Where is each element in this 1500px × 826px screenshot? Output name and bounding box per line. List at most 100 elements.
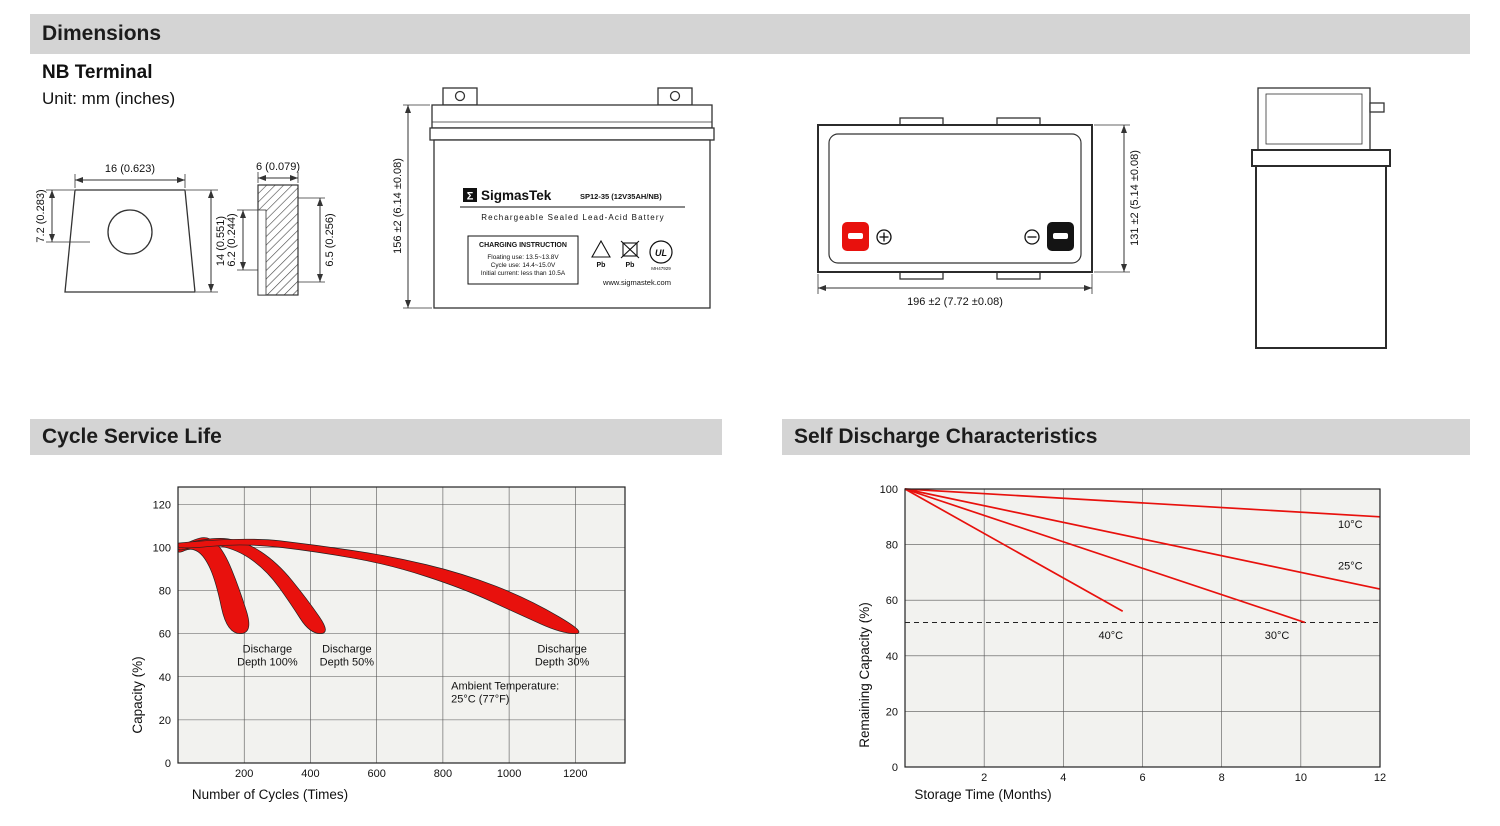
section-header-self-discharge: Self Discharge Characteristics: [782, 419, 1470, 455]
terminal-hole: [454, 90, 466, 102]
sigma-logo-glyph: Σ: [467, 191, 474, 203]
terminal-slot: [848, 233, 863, 239]
battery-side-view: [1251, 87, 1391, 349]
terminal-tab-left: [442, 87, 478, 106]
y-axis-title: Remaining Capacity (%): [857, 602, 872, 748]
recycle-triangle: [591, 239, 611, 258]
chart-annotation: Discharge: [537, 644, 587, 656]
y-tick-label: 60: [159, 629, 171, 641]
series-label: 30°C: [1265, 630, 1290, 642]
terminal-thickness-label: 6 (0.079): [256, 161, 300, 173]
chart-annotation: Depth 50%: [320, 657, 375, 669]
series-label: 40°C: [1099, 630, 1124, 642]
x-tick-label: 200: [235, 768, 253, 780]
recycle-pb-label: Pb: [597, 262, 606, 269]
x-tick-label: 1200: [563, 768, 587, 780]
series-label: 25°C: [1338, 561, 1363, 573]
minus-symbol: [1024, 229, 1040, 245]
y-tick-label: 40: [886, 651, 898, 663]
y-tick-label: 20: [159, 715, 171, 727]
terminal-bolt-hole: [107, 209, 153, 255]
series-line: [904, 488, 1381, 518]
terminal-section-step: [257, 209, 267, 296]
x-tick-label: 600: [367, 768, 385, 780]
x-tick-label: 12: [1374, 772, 1386, 784]
brand-logo-square: [463, 188, 477, 202]
y-tick-label: 60: [886, 595, 898, 607]
y-tick-label: 40: [159, 672, 171, 684]
plus-symbol: [876, 229, 892, 245]
bin-cross-line: [620, 240, 640, 259]
case-body-side: [1255, 165, 1387, 349]
bin-pb-label: Pb: [626, 262, 635, 269]
chart-annotation: Depth 100%: [237, 657, 298, 669]
discharge-depth-band: [177, 538, 580, 634]
charging-instruction-box: [467, 235, 579, 285]
cycle-service-life-chart: 200 400 600 800 1000 1200 0 20 40 60 80 100 120 Disch…: [130, 486, 626, 802]
bin-shape: [622, 242, 638, 257]
y-tick-label: 80: [886, 540, 898, 552]
x-tick-label: 800: [434, 768, 452, 780]
cover-inner-outline: [828, 133, 1082, 264]
self-discharge-chart: 2 4 6 8 10 12 0 20 40 60 80 100 10°C 25°C 30°C 40°C Stor…: [857, 484, 1386, 802]
section-title: Self Discharge Characteristics: [794, 425, 1098, 448]
no-trash-pb-icon: Pb: [620, 240, 640, 269]
ul-circle: [649, 240, 673, 264]
terminal-hole: [669, 90, 681, 102]
section-header-dimensions: Dimensions: [30, 14, 1470, 54]
battery-top-view: 196 ±2 (7.72 ±0.08) 131 ±2 (5.14 ±0.08): [817, 117, 1141, 308]
terminal-assembly-inner: [1265, 93, 1363, 145]
x-tick-label: 1000: [497, 768, 521, 780]
battery-front-view: 156 ±2 (6.14 ±0.08) Σ SigmasTek SP12-35 …: [392, 87, 715, 309]
terminal-pin: [1369, 102, 1385, 113]
battery-length-label: 196 ±2 (7.72 ±0.08): [907, 296, 1003, 308]
terminal-width-label: 16 (0.623): [105, 163, 155, 175]
model-number: SP12-35 (12V35AH/NB): [580, 192, 662, 201]
battery-lip: [429, 127, 715, 141]
section-title: Dimensions: [42, 22, 162, 45]
product-type: Rechargeable Sealed Lead-Acid Battery: [481, 213, 664, 222]
y-tick-label: 0: [892, 762, 898, 774]
battery-width-label: 131 ±2 (5.14 ±0.08): [1129, 150, 1141, 246]
x-axis-title: Number of Cycles (Times): [192, 787, 348, 802]
terminal-assembly-outer: [1257, 87, 1371, 151]
chart-annotation: Discharge: [322, 644, 372, 656]
charging-line-1: Floating use: 13.5~13.8V: [487, 254, 559, 261]
terminal-tab-right: [657, 87, 693, 106]
recycle-pb-icon: Pb: [591, 239, 611, 269]
y-tick-label: 120: [153, 499, 171, 511]
battery-body: [433, 139, 711, 309]
y-tick-label: 100: [880, 484, 898, 496]
terminal-slot: [1053, 233, 1068, 239]
unit-note: Unit: mm (inches): [42, 89, 176, 108]
plot-border: [177, 486, 626, 764]
series-line: [904, 488, 1124, 613]
ul-certification-icon: UL MH47929: [649, 240, 673, 271]
ul-letters: UL: [655, 248, 667, 258]
y-tick-label: 100: [153, 542, 171, 554]
x-tick-label: 4: [1060, 772, 1066, 784]
charging-line-3: Initial current: less than 10.5A: [481, 270, 566, 277]
series-line: [904, 488, 1381, 590]
terminal-side-drawing: 6 (0.079) 6.2 (0.244) 6.5 (0.256): [226, 161, 336, 296]
charging-title: CHARGING INSTRUCTION: [479, 242, 567, 249]
y-axis-title: Capacity (%): [130, 656, 145, 733]
x-tick-label: 6: [1139, 772, 1145, 784]
y-tick-label: 0: [165, 758, 171, 770]
battery-top-cap: [431, 104, 713, 129]
ul-file-number: MH47929: [651, 266, 671, 271]
terminal-inner-label: 6.2 (0.244): [226, 213, 238, 266]
terminal-outer-label: 6.5 (0.256): [324, 213, 336, 266]
terminal-total-height-label: 14 (0.551): [215, 216, 227, 266]
x-tick-label: 8: [1219, 772, 1225, 784]
terminal-type-heading: NB Terminal: [42, 62, 153, 83]
chart-annotation: Discharge: [243, 644, 293, 656]
website-url: www.sigmastek.com: [602, 278, 671, 287]
charging-line-2: Cycle use: 14.4~15.0V: [491, 262, 556, 269]
series-line: [904, 488, 1306, 624]
x-tick-label: 400: [301, 768, 319, 780]
chart-annotation: Ambient Temperature:: [451, 680, 559, 692]
x-axis-title: Storage Time (Months): [914, 787, 1051, 802]
battery-height-label: 156 ±2 (6.14 ±0.08): [392, 158, 404, 254]
